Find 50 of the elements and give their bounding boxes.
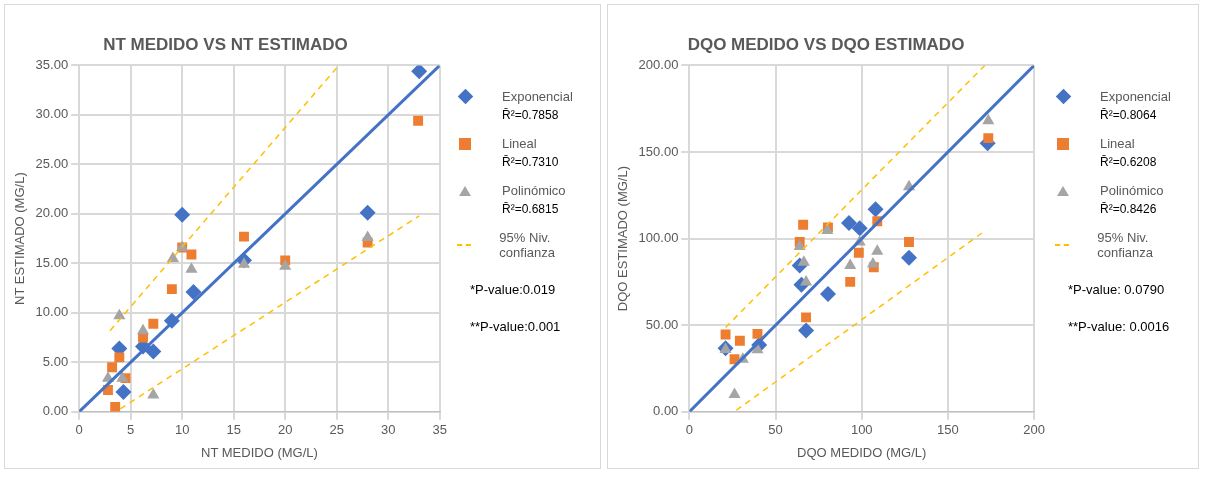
text: R̄²=0.8064: [1100, 108, 1158, 122]
text: R̄²=0.6208: [1100, 155, 1158, 169]
x-axis-title: NT MEDIDO (MG/L): [201, 444, 318, 460]
x-axis-title: DQO MEDIDO (MG/L): [797, 444, 927, 460]
legend-label: Polinómico: [1100, 183, 1164, 198]
y-tick-label: 15.00: [35, 254, 69, 270]
legend-label: Lineal: [502, 136, 537, 151]
text: **P-value: 0.0016: [1068, 319, 1171, 334]
text: R̄²=0.6815: [502, 202, 560, 216]
x-tick-label: 15: [226, 422, 241, 438]
legend-label: 95% Niv. confianza: [499, 230, 556, 260]
x-tick-label: 100: [850, 422, 873, 438]
y-tick-label: 35.00: [35, 56, 69, 72]
text: R̄²=0.7858: [502, 108, 560, 122]
y-tick-label: 100.00: [638, 230, 679, 246]
legend-label: Exponencial: [502, 89, 573, 104]
x-tick-label: 20: [277, 422, 293, 438]
x-tick-label: 0: [75, 422, 83, 438]
chart-title: NT MEDIDO VS NT ESTIMADO: [103, 34, 348, 54]
y-tick-label: 5.00: [42, 353, 69, 369]
text: R̄²=0.8426: [1100, 202, 1158, 216]
x-tick-label: 50: [768, 422, 783, 438]
legend-label: Exponencial: [1100, 89, 1171, 104]
x-tick-label: 200: [1023, 422, 1046, 438]
y-tick-label: 25.00: [35, 155, 69, 171]
x-tick-label: 30: [381, 422, 396, 438]
text: *P-value:0.019: [470, 282, 557, 297]
text: **P-value:0.001: [470, 319, 562, 334]
y-tick-label: 0.00: [653, 403, 679, 419]
text: R̄²=0.7310: [502, 155, 560, 169]
x-tick-label: 0: [685, 422, 693, 438]
x-tick-label: 25: [329, 422, 344, 438]
legend-label: 95% Niv. confianza: [1097, 230, 1154, 260]
x-tick-label: 35: [432, 422, 447, 438]
legend-label: Polinómico: [502, 183, 566, 198]
text: *P-value: 0.0790: [1068, 282, 1166, 297]
x-tick-label: 5: [127, 422, 135, 438]
y-tick-label: 150.00: [638, 143, 679, 159]
x-tick-label: 10: [174, 422, 190, 438]
x-tick-label: 150: [937, 422, 959, 438]
y-tick-label: 200.00: [638, 56, 679, 72]
legend-label: Lineal: [1100, 136, 1135, 151]
y-tick-label: 20.00: [35, 205, 69, 221]
y-axis-title: DQO ESTIMADO (MG/L): [615, 166, 631, 312]
y-tick-label: 0.00: [42, 403, 69, 419]
y-tick-label: 10.00: [35, 304, 69, 320]
y-tick-label: 50.00: [645, 316, 679, 332]
chart-title: DQO MEDIDO VS DQO ESTIMADO: [687, 34, 965, 54]
y-tick-label: 30.00: [35, 106, 69, 122]
y-axis-title: NT ESTIMADO (MG/L): [12, 172, 28, 305]
